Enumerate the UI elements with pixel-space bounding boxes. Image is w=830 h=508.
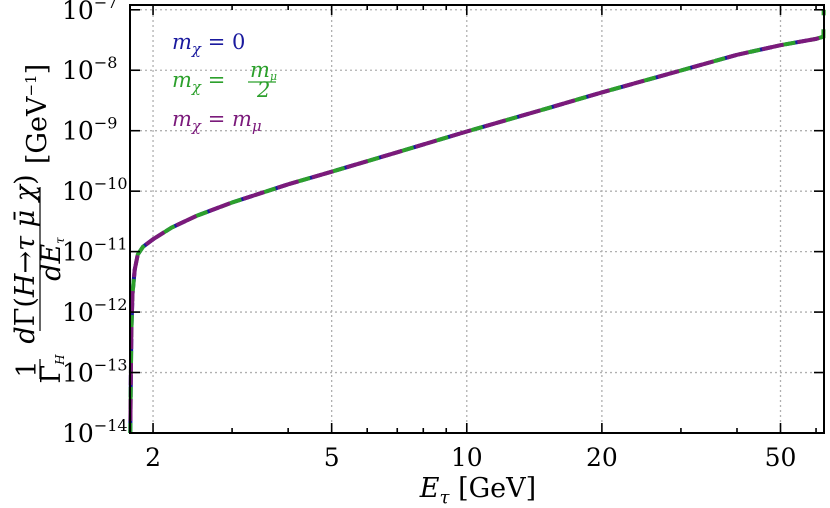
y-tick-label: 10−13 [62,356,128,388]
svg-text:dEτ: dEτ [36,237,67,281]
y-tick-label: 10−7 [62,0,117,25]
svg-text:[GeV−1]: [GeV−1] [22,64,53,164]
legend-entry-mmu: mχ = mμ [172,107,262,135]
x-tick-label: 50 [765,443,797,472]
svg-text:dΓ(H→τ μ̄ χ): dΓ(H→τ μ̄ χ) [10,174,41,343]
x-tick-label: 20 [586,443,618,472]
legend-fraction: mμ 2 [248,58,277,102]
x-tick-label: 5 [324,443,340,472]
x-tick-label: 2 [145,443,161,472]
y-tick-label: 10−14 [62,416,128,448]
svg-text:ΓH: ΓH [36,354,67,384]
y-tick-labels: 10−14 10−13 10−12 10−11 10−10 10−9 10−8 10−7 [62,0,128,448]
y-tick-label: 10−10 [62,174,128,206]
y-tick-label: 10−9 [62,114,117,146]
x-tick-labels: 2 5 10 20 50 [145,443,796,472]
plot-frame [129,4,825,434]
series-line-2 [128,34,824,434]
series-layer [128,9,826,434]
x-tick-label: 10 [451,443,483,472]
legend: mχ = 0 mχ = mμ 2 mχ = mμ [172,30,277,135]
series-line-0 [128,34,824,434]
ticks [130,5,824,434]
grid [130,5,824,434]
series-line-1 [128,9,826,434]
legend-entry-mmu-half: mχ = [172,68,225,96]
svg-text:1: 1 [12,360,43,377]
legend-entry-m0: mχ = 0 [172,30,245,58]
y-tick-label: 10−8 [62,53,117,85]
y-tick-label: 10−12 [62,295,128,327]
x-axis-title: Eτ [GeV] [419,473,536,508]
y-tick-label: 10−11 [62,235,128,267]
y-axis-title: 1 ΓH dΓ(H→τ μ̄ χ) dEτ [GeV−1] [10,64,67,384]
svg-text:2: 2 [256,78,270,102]
